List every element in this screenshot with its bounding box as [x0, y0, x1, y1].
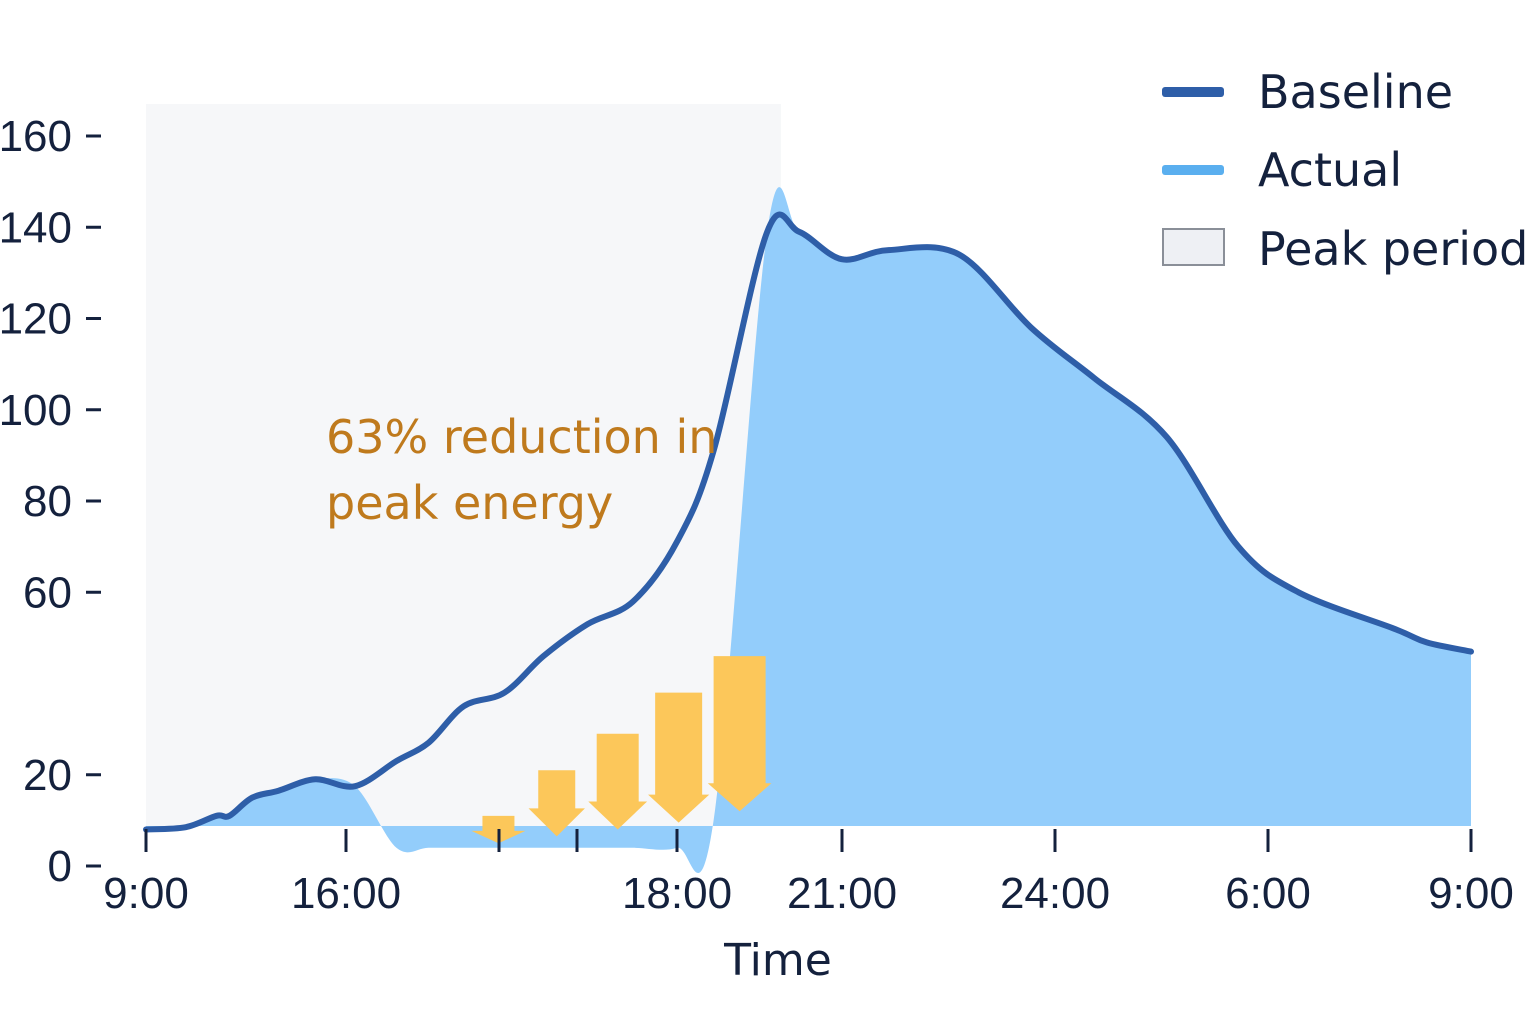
y-axis: 0 20 60 80 100 120 140 160 — [0, 112, 101, 891]
y-tick-label: 160 — [0, 112, 72, 161]
y-tick-label: 140 — [0, 203, 72, 252]
y-tick-label: 20 — [23, 751, 72, 800]
reduction-arrow — [528, 770, 585, 837]
x-axis-title: Time — [723, 935, 832, 986]
legend-label-actual: Actual — [1258, 143, 1402, 197]
legend-label-peak-period: Peak period — [1258, 222, 1528, 276]
x-tick-label: 6:00 — [1225, 869, 1311, 918]
legend-swatch-peak-period — [1162, 228, 1225, 266]
x-tick-label: 9:00 — [1428, 869, 1514, 918]
annotation-line-1: 63% reduction in — [326, 410, 717, 464]
x-tick-label: 18:00 — [622, 869, 732, 918]
y-tick-label: 80 — [23, 477, 72, 526]
baseline-series-line — [143, 211, 1474, 833]
x-tick-label: 24:00 — [1000, 869, 1110, 918]
reduction-arrow — [707, 656, 772, 812]
annotation-line-2: peak energy — [326, 476, 613, 530]
x-tick-label: 21:00 — [787, 869, 897, 918]
x-axis: 9:00 16:00 18:00 21:00 24:00 6:00 9:00 — [103, 829, 1514, 918]
reduction-arrows — [471, 656, 772, 844]
reduction-arrow — [648, 692, 710, 823]
y-tick-label: 0 — [48, 842, 72, 891]
legend: Baseline Actual Peak period — [1162, 65, 1528, 276]
reduction-arrow — [588, 733, 648, 830]
x-tick-label: 9:00 — [103, 869, 189, 918]
legend-swatch-baseline — [1162, 87, 1224, 97]
legend-swatch-actual — [1162, 165, 1224, 175]
plot-area — [143, 104, 1474, 874]
y-tick-label: 60 — [23, 568, 72, 617]
actual-series-area — [146, 187, 1471, 874]
x-tick-label: 16:00 — [291, 869, 401, 918]
y-tick-label: 100 — [0, 386, 72, 435]
y-tick-label: 120 — [0, 295, 72, 344]
legend-label-baseline: Baseline — [1258, 65, 1453, 119]
